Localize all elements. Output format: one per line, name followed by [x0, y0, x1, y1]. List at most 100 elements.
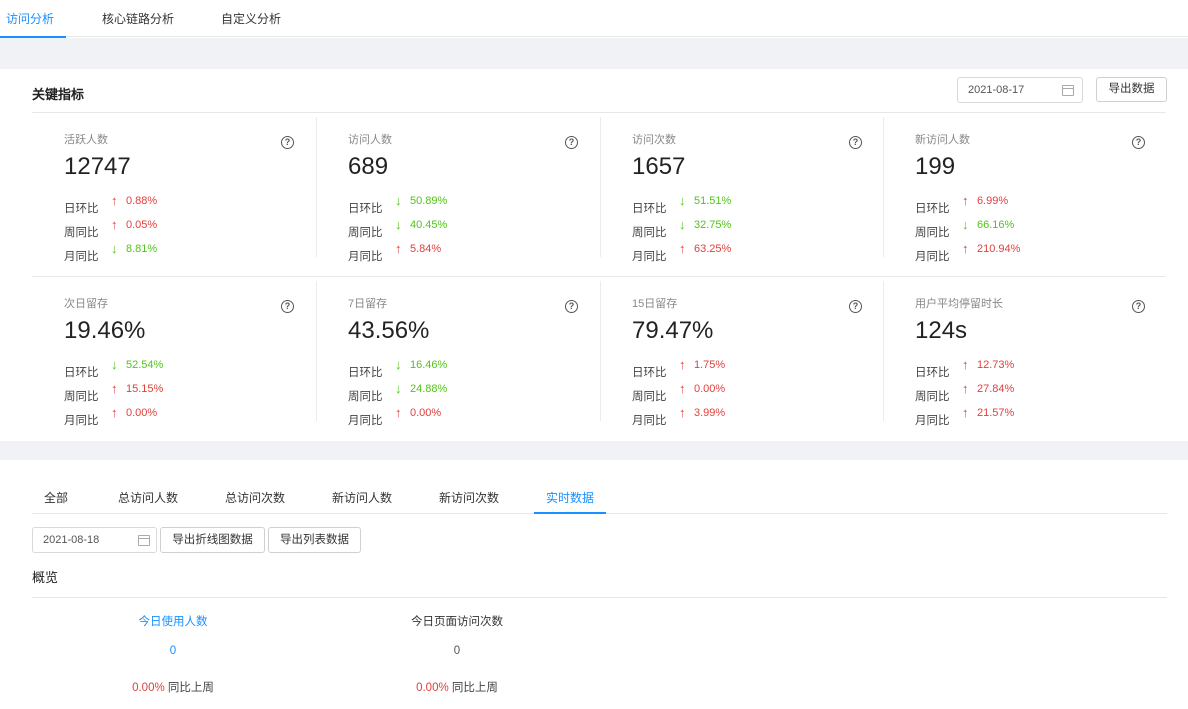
metric-compare-row: 日环比 ↑ 0.88% [64, 193, 157, 216]
compare-label: 周同比 [632, 227, 667, 239]
active-tab-indicator [534, 512, 606, 514]
top-tabs: 访问分析 核心链路分析 自定义分析 [0, 0, 1188, 38]
compare-pct: 210.94% [977, 243, 1021, 255]
metric-card: 15日留存? 79.47% 日环比 ↑ 1.75% 周同比 ↑ 0.00% 月同比 ↑ 3.99% [600, 277, 880, 437]
divider [883, 281, 884, 421]
overview-today-users: 今日使用人数 0 0.00% 同比上周 [73, 613, 273, 695]
metric-compare-row: 月同比 ↑ 21.57% [915, 405, 1014, 428]
tab-new-visits[interactable]: 新访问次数 [439, 491, 500, 505]
metric-compare-row: 日环比 ↑ 12.73% [915, 357, 1014, 380]
question-circle-icon[interactable]: ? [1132, 136, 1145, 149]
section-gap [0, 38, 1188, 69]
metric-compare-row: 日环比 ↓ 52.54% [64, 357, 163, 380]
metric-compare-row: 周同比 ↓ 24.88% [348, 381, 447, 404]
question-circle-icon[interactable]: ? [1132, 300, 1145, 313]
metric-compare-row: 周同比 ↓ 32.75% [632, 217, 731, 240]
divider [32, 276, 1166, 277]
export-data-button[interactable]: 导出数据 [1096, 77, 1167, 102]
compare-pct: 50.89% [410, 195, 448, 207]
compare-label: 周同比 [348, 227, 383, 239]
question-circle-icon[interactable]: ? [565, 136, 578, 149]
export-line-chart-button[interactable]: 导出折线图数据 [160, 527, 265, 553]
metric-compare-row: 日环比 ↓ 16.46% [348, 357, 447, 380]
divider [600, 117, 601, 257]
detail-date-picker[interactable]: 2021-08-18 [32, 527, 157, 553]
compare-pct: 6.99% [977, 195, 1009, 207]
arrow-down-icon: ↓ [111, 357, 118, 372]
key-metrics-date-picker[interactable]: 2021-08-17 [957, 77, 1083, 103]
metric-card: 访问次数? 1657 日环比 ↓ 51.51% 周同比 ↓ 32.75% 月同比 ↑ 63.25% [600, 113, 880, 273]
metric-compare-row: 周同比 ↑ 0.00% [632, 381, 725, 404]
metric-compare-row: 周同比 ↑ 15.15% [64, 381, 163, 404]
compare-label: 周同比 [348, 391, 383, 403]
arrow-up-icon: ↑ [679, 241, 686, 256]
compare-label: 日环比 [632, 203, 667, 215]
arrow-down-icon: ↓ [679, 217, 686, 232]
tab-total-visits[interactable]: 总访问次数 [225, 491, 286, 505]
metric-card: 访问人数? 689 日环比 ↓ 50.89% 周同比 ↓ 40.45% 月同比 ↑ 5.84% [316, 113, 596, 273]
metric-compare-row: 周同比 ↑ 27.84% [915, 381, 1014, 404]
compare-pct: 0.00% [126, 407, 158, 419]
date-value: 2021-08-17 [968, 84, 1025, 96]
tab-all[interactable]: 全部 [44, 491, 69, 505]
question-circle-icon[interactable]: ? [849, 136, 862, 149]
arrow-up-icon: ↑ [679, 357, 686, 372]
metric-value: 79.47% [632, 317, 714, 344]
tab-realtime-data[interactable]: 实时数据 [546, 491, 595, 505]
compare-label: 月同比 [348, 415, 383, 427]
divider [883, 117, 884, 257]
overview-compare: 0.00% 同比上周 [73, 679, 273, 695]
overview-value: 0 [169, 645, 177, 657]
arrow-up-icon: ↑ [111, 193, 118, 208]
question-circle-icon[interactable]: ? [281, 136, 294, 149]
compare-label: 日环比 [915, 203, 950, 215]
compare-label: 月同比 [348, 251, 383, 263]
arrow-up-icon: ↑ [962, 357, 969, 372]
tab-core-path-analysis[interactable]: 核心链路分析 [102, 12, 175, 26]
arrow-up-icon: ↑ [111, 381, 118, 396]
metric-title: 访问人数 [348, 134, 392, 146]
metric-title: 新访问人数 [915, 134, 970, 146]
compare-pct: 3.99% [694, 407, 726, 419]
tab-custom-analysis[interactable]: 自定义分析 [221, 12, 282, 26]
arrow-up-icon: ↑ [962, 381, 969, 396]
compare-label: 月同比 [915, 251, 950, 263]
tab-visit-analysis[interactable]: 访问分析 [0, 0, 67, 38]
compare-label: 周同比 [915, 227, 950, 239]
question-circle-icon[interactable]: ? [281, 300, 294, 313]
arrow-down-icon: ↓ [962, 217, 969, 232]
section-gap [0, 441, 1188, 460]
compare-pct: 27.84% [977, 383, 1015, 395]
arrow-up-icon: ↑ [679, 405, 686, 420]
compare-label: 月同比 [632, 415, 667, 427]
arrow-up-icon: ↑ [111, 217, 118, 232]
metric-card: 7日留存? 43.56% 日环比 ↓ 16.46% 周同比 ↓ 24.88% 月同比 ↑ 0.00% [316, 277, 596, 437]
compare-pct: 1.75% [694, 359, 726, 371]
compare-label: 日环比 [632, 367, 667, 379]
compare-pct: 63.25% [694, 243, 732, 255]
metric-compare-row: 月同比 ↑ 63.25% [632, 241, 731, 264]
arrow-down-icon: ↓ [679, 193, 686, 208]
arrow-down-icon: ↓ [395, 217, 402, 232]
compare-pct: 32.75% [694, 219, 732, 231]
arrow-down-icon: ↓ [111, 241, 118, 256]
metric-value: 124s [915, 317, 968, 344]
export-list-button[interactable]: 导出列表数据 [268, 527, 361, 553]
arrow-up-icon: ↑ [962, 241, 969, 256]
compare-label: 月同比 [915, 415, 950, 427]
compare-label: 月同比 [64, 415, 99, 427]
compare-pct: 40.45% [410, 219, 448, 231]
calendar-icon [1062, 85, 1074, 96]
arrow-down-icon: ↓ [395, 193, 402, 208]
detail-tabs: 全部 总访问人数 总访问次数 新访问人数 新访问次数 实时数据 [32, 480, 1167, 514]
tab-total-visitors[interactable]: 总访问人数 [118, 491, 179, 505]
metric-compare-row: 周同比 ↓ 66.16% [915, 217, 1014, 240]
overview-label[interactable]: 今日使用人数 [138, 616, 208, 628]
compare-pct: 0.00% [694, 383, 726, 395]
overview-label[interactable]: 今日页面访问次数 [411, 616, 503, 628]
tab-new-visitors[interactable]: 新访问人数 [332, 491, 393, 505]
metric-title: 15日留存 [632, 298, 678, 310]
question-circle-icon[interactable]: ? [565, 300, 578, 313]
question-circle-icon[interactable]: ? [849, 300, 862, 313]
arrow-up-icon: ↑ [679, 381, 686, 396]
